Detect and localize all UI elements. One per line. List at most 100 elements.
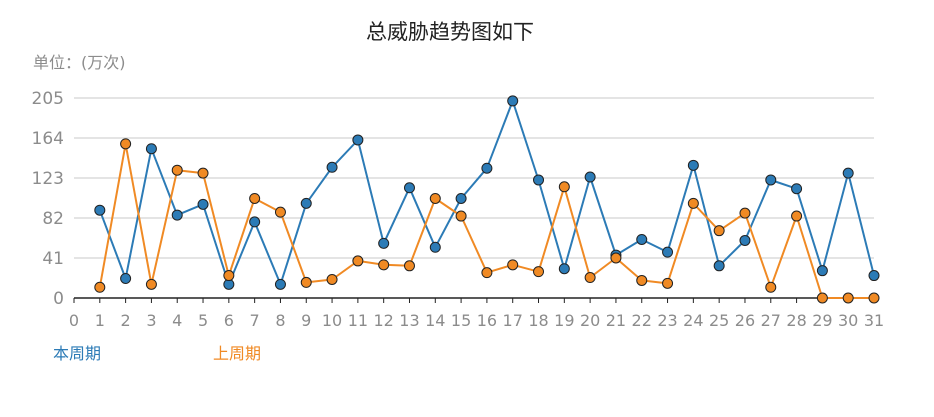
series-2-point [197, 167, 209, 179]
x-tick-label: 26 [735, 311, 755, 330]
series-2-point [636, 274, 648, 286]
y-tick-label: 123 [32, 169, 64, 189]
series-2-point [274, 206, 286, 218]
x-tick-label: 20 [580, 311, 600, 330]
y-tick-label: 82 [42, 209, 64, 229]
legend-item-1: 本周期 [53, 344, 101, 363]
x-axis: 0 1 2 3 4 5 6 7 8 9 10 11 12 13 14 15 16 17 18 19 20 21 22 23 24… [69, 297, 884, 330]
series-1-point [765, 174, 777, 186]
series-2-point [610, 252, 622, 264]
x-tick-label: 8 [275, 311, 285, 330]
y-tick-label: 0 [53, 289, 64, 309]
x-tick-label: 12 [373, 311, 393, 330]
x-tick-label: 15 [451, 311, 471, 330]
series-1-point [352, 134, 364, 146]
x-tick-label: 22 [632, 311, 652, 330]
x-tick-label: 18 [528, 311, 548, 330]
x-tick-label: 7 [250, 311, 260, 330]
x-tick-label: 9 [301, 311, 311, 330]
series-2-point [533, 266, 545, 278]
x-tick-label: 0 [69, 311, 79, 330]
x-tick-label: 30 [838, 311, 858, 330]
series-1-point [868, 270, 880, 282]
series-1-point [249, 216, 261, 228]
x-tick-label: 17 [503, 311, 523, 330]
series-1-point [842, 167, 854, 179]
y-tick-label: 41 [42, 249, 64, 269]
series-2-point [120, 138, 132, 150]
x-tick-label: 19 [554, 311, 574, 330]
x-tick-label: 29 [812, 311, 832, 330]
x-tick-label: 13 [399, 311, 419, 330]
x-tick-label: 5 [198, 311, 208, 330]
series-2-point [558, 181, 570, 193]
series-1-point [300, 197, 312, 209]
series-2-point [403, 260, 415, 272]
series-1-point [584, 171, 596, 183]
series-2-point [713, 225, 725, 237]
x-tick-label: 27 [761, 311, 781, 330]
series-2-point [145, 278, 157, 290]
legend-item-2: 上周期 [213, 344, 261, 363]
series-2-point [791, 210, 803, 222]
chart-title: 总威胁趋势图如下 [366, 20, 534, 44]
y-axis: 0 41 82 123 164 205 [32, 89, 64, 309]
series-2-point [94, 281, 106, 293]
series-2-point [662, 277, 674, 289]
series-2-point [378, 259, 390, 271]
series-1-point [533, 174, 545, 186]
x-tick-label: 25 [709, 311, 729, 330]
series-1-point [94, 204, 106, 216]
x-tick-label: 11 [348, 311, 368, 330]
x-tick-label: 31 [864, 311, 884, 330]
series-1-point [636, 233, 648, 245]
x-tick-label: 1 [95, 311, 105, 330]
series-1-point [120, 272, 132, 284]
series-1-point [171, 209, 183, 221]
series-2-point [842, 292, 854, 304]
unit-label: 单位：(万次) [33, 53, 126, 72]
x-tick-label: 14 [425, 311, 445, 330]
series-2-point [300, 276, 312, 288]
legend: 本周期 上周期 [53, 344, 261, 363]
x-tick-label: 28 [786, 311, 806, 330]
series-1-point [455, 192, 467, 204]
series-1-point [558, 263, 570, 275]
series-1-point [481, 162, 493, 174]
series-2-point [249, 192, 261, 204]
series-1-point [739, 234, 751, 246]
series-2-point [481, 267, 493, 279]
series-1-point [274, 278, 286, 290]
x-tick-label: 2 [121, 311, 131, 330]
series-line-1 [98, 99, 875, 286]
series-2-point [455, 210, 467, 222]
series-2-point [223, 270, 235, 282]
series-1-point [816, 265, 828, 277]
series-1-point [687, 159, 699, 171]
y-tick-label: 164 [32, 129, 64, 149]
x-tick-label: 23 [657, 311, 677, 330]
series-2-point [816, 292, 828, 304]
series-2-point [171, 164, 183, 176]
series-2-point [739, 207, 751, 219]
series-2-point [507, 259, 519, 271]
x-tick-label: 3 [146, 311, 156, 330]
series-1-point [429, 241, 441, 253]
series-1-point [713, 260, 725, 272]
series-1-point [403, 182, 415, 194]
series-1-point [507, 95, 519, 107]
series-1-point [197, 198, 209, 210]
series-2-point [326, 273, 338, 285]
x-tick-label: 4 [172, 311, 182, 330]
series-1-point [145, 143, 157, 155]
x-tick-label: 21 [606, 311, 626, 330]
series-1-point [326, 161, 338, 173]
grid [74, 97, 874, 259]
x-tick-label: 24 [683, 311, 703, 330]
series-2-point [868, 292, 880, 304]
series-2-point [687, 197, 699, 209]
series-2-point [584, 272, 596, 284]
x-tick-label: 16 [477, 311, 497, 330]
x-tick-label: 10 [322, 311, 342, 330]
